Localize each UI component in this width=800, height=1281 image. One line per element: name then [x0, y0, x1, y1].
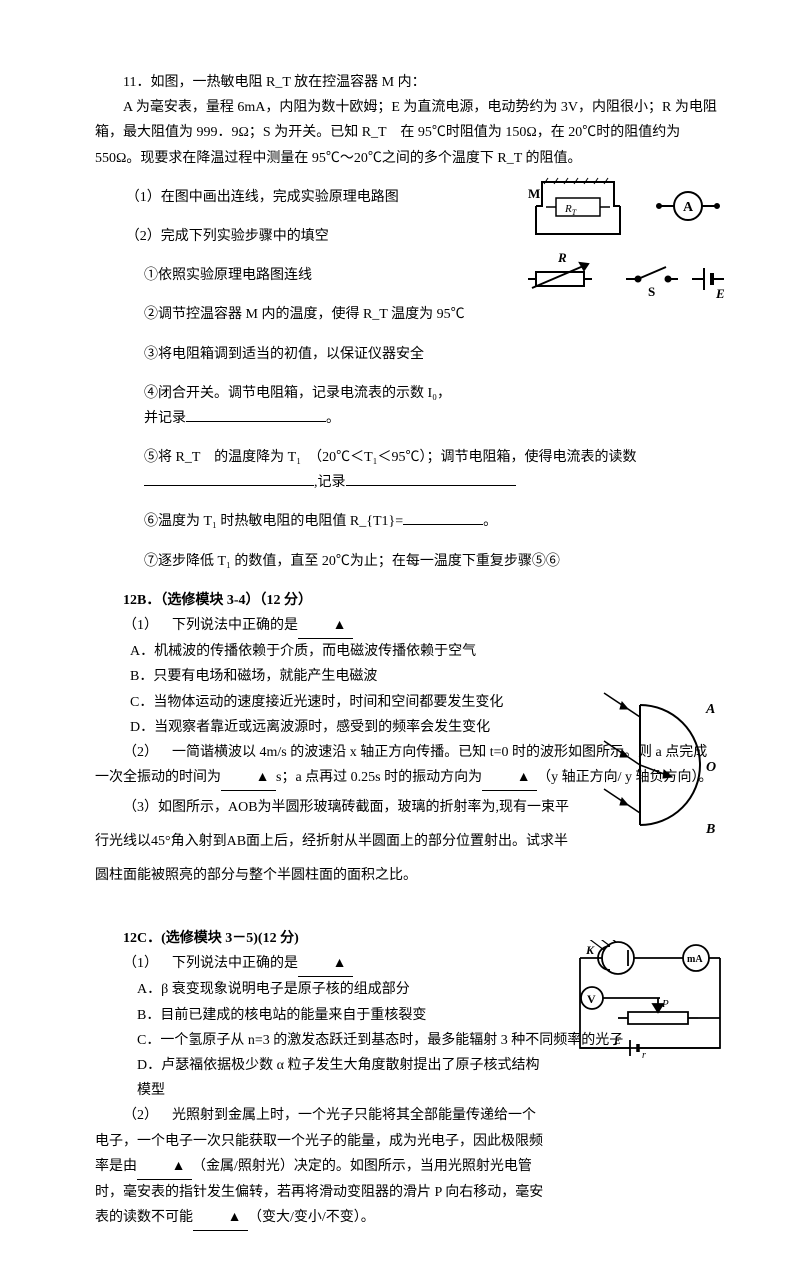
photocircuit-svg: K mA V P E r: [570, 940, 730, 1060]
label-mA: mA: [687, 954, 703, 965]
q11-s5: ⑤将 R_T 的温度降为 T₁ （20℃＜T₁＜95℃）；调节电阻箱，使得电流表…: [144, 445, 720, 495]
label-R: R: [557, 250, 567, 265]
q12b-optA: A．机械波的传播依赖于介质，而电磁波传播依赖于空气: [130, 639, 720, 664]
q12b-title: 12B．（选修模块 3-4）（12 分）: [95, 588, 720, 613]
blank-tri-5: ▲: [137, 1154, 192, 1180]
q11-s4: ④闭合开关。调节电阻箱，记录电流表的示数 I₀， 并记录 。: [144, 381, 720, 431]
label-RT: RT: [564, 203, 577, 217]
q12c-p2: （2） 光照射到金属上时，一个光子只能将其全部能量传递给一个电子，一个电子一次只…: [95, 1103, 720, 1231]
label-fig-B: B: [705, 822, 715, 837]
document-page: M RT A R: [0, 0, 800, 1281]
q11-s4b: 并记录: [144, 411, 186, 426]
q12c-p1a: （1） 下列说法中正确的是: [123, 956, 298, 971]
q11-intro1: 11．如图，一热敏电阻 R_T 放在控温容器 M 内：: [95, 70, 720, 95]
q11-s6c: 。: [483, 514, 497, 529]
q11-s5b: ,记录: [314, 475, 346, 490]
label-V: V: [587, 992, 596, 1006]
label-S: S: [648, 284, 655, 299]
q11-intro2: A 为毫安表，量程 6mA，内阻为数十欧姆；E 为直流电源，电动势约为 3V，内…: [95, 95, 720, 171]
q11-s3: ③将电阻箱调到适当的初值，以保证仪器安全: [144, 342, 720, 367]
label-Ebatt: E: [613, 1035, 621, 1047]
q12c-optD: D．卢瑟福依据极少数 α 粒子发生大角度散射提出了原子核式结构模型: [137, 1053, 720, 1103]
figure-q12b-semicircle: A O B: [600, 685, 730, 845]
blank-q11-s5a: [144, 471, 314, 486]
label-r: r: [642, 1050, 646, 1060]
blank-tri-6: ▲: [193, 1205, 248, 1231]
q12c-p2c: （变大/变小/不变）。: [248, 1210, 375, 1225]
blank-q11-s6: [403, 510, 483, 525]
blank-tri-2: ▲: [221, 765, 276, 791]
circuit-svg: M RT A R: [528, 176, 728, 316]
q11-s4a: ④闭合开关。调节电阻箱，记录电流表的示数 I₀，: [144, 386, 451, 401]
semicircle-svg: A O B: [600, 685, 730, 845]
label-P: P: [661, 998, 669, 1010]
label-E: E: [715, 286, 725, 301]
q12b-p1: （1） 下列说法中正确的是▲: [95, 613, 720, 639]
q11-s7: ⑦逐步降低 T₁ 的数值，直至 20℃为止；在每一温度下重复步骤⑤⑥: [144, 549, 720, 574]
q11-s6a: ⑥温度为 T₁ 时热敏电阻的电阻值 R_{T1}=: [144, 514, 403, 529]
label-A: A: [683, 200, 694, 215]
label-M: M: [528, 186, 540, 201]
label-fig-O: O: [706, 760, 716, 775]
q11-s6: ⑥温度为 T₁ 时热敏电阻的电阻值 R_{T1}= 。: [144, 509, 720, 534]
blank-tri-3: ▲: [482, 765, 537, 791]
blank-tri-4: ▲: [298, 951, 353, 977]
blank-tri-1: ▲: [298, 613, 353, 639]
q12b-p2b: s；a 点再过 0.25s 时的振动方向为: [276, 770, 482, 785]
label-K: K: [585, 943, 595, 957]
label-fig-A: A: [705, 702, 715, 717]
q11-s4c: 。: [326, 411, 340, 426]
figure-q11-circuit: M RT A R: [528, 176, 728, 316]
q11-s5a: ⑤将 R_T 的温度降为 T₁ （20℃＜T₁＜95℃）；调节电阻箱，使得电流表…: [144, 450, 637, 465]
q12b-p1a: （1） 下列说法中正确的是: [123, 618, 298, 633]
blank-q11-s5b: [346, 471, 516, 486]
blank-q11-s4: [186, 407, 326, 422]
figure-q12c-circuit: K mA V P E r: [570, 940, 730, 1060]
